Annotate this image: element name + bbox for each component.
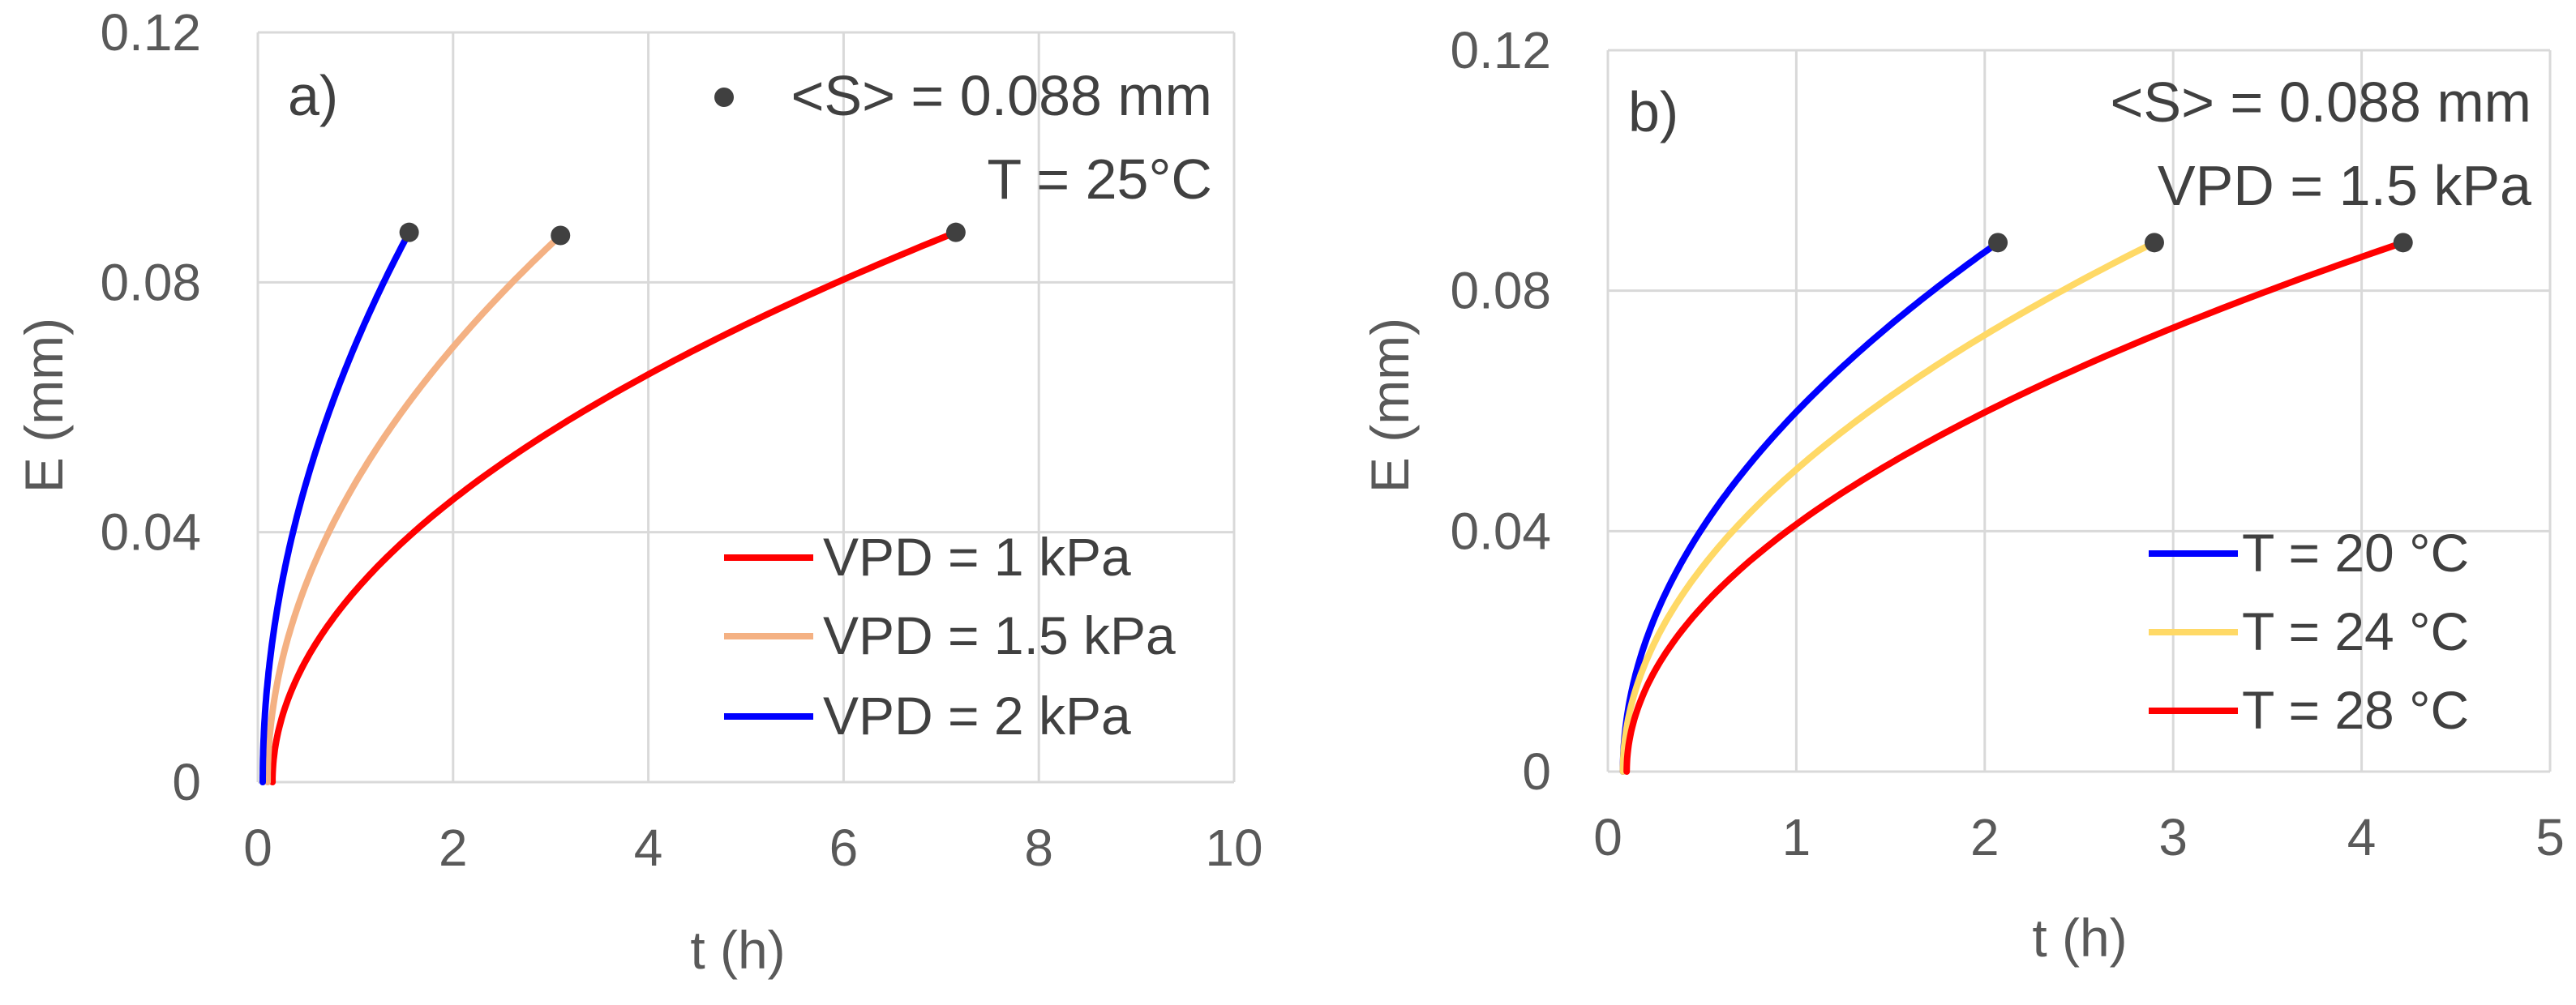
panel-b-endpoint-marker-3 bbox=[2393, 233, 2413, 253]
panel-a-x-tick: 6 bbox=[829, 819, 859, 877]
panel-a-ticks: 0 2 4 6 8 10 0 0.04 0.08 0.12 bbox=[100, 3, 1262, 877]
panel-b-y-tick: 0.08 bbox=[1450, 262, 1551, 320]
panel-b: 0 1 2 3 4 5 0 0.04 0.08 0.12 b) <S> = 0.088 mm VP… bbox=[1360, 21, 2565, 968]
panel-a-y-tick: 0 bbox=[172, 753, 201, 811]
panel-b-ticks: 0 1 2 3 4 5 0 0.04 0.08 0.12 bbox=[1450, 21, 2564, 866]
panel-b-series bbox=[1619, 233, 2413, 775]
panel-b-legend-label-3: T = 28 °C bbox=[2242, 680, 2469, 740]
panel-b-y-tick: 0.12 bbox=[1450, 21, 1551, 79]
panel-a-x-axis-label: t (h) bbox=[690, 920, 785, 980]
panel-a-annotation-s: <S> = 0.088 mm bbox=[791, 64, 1212, 127]
panel-a-x-tick: 8 bbox=[1024, 819, 1053, 877]
panel-b-x-tick: 5 bbox=[2535, 808, 2565, 866]
panel-b-legend: T = 20 °C T = 24 °C T = 28 °C bbox=[2149, 523, 2469, 740]
panel-b-x-tick: 1 bbox=[1782, 808, 1811, 866]
panel-b-y-axis-label: E (mm) bbox=[1360, 318, 1420, 493]
panel-a-endpoint-marker-2 bbox=[551, 225, 571, 246]
panel-a-series-line-3 bbox=[259, 229, 413, 785]
panel-a-legend-label-3: VPD = 2 kPa bbox=[823, 686, 1131, 746]
panel-a-x-tick: 0 bbox=[243, 819, 272, 877]
panel-a-series bbox=[259, 88, 966, 785]
panel-b-annotation-s: <S> = 0.088 mm bbox=[2111, 71, 2531, 134]
panel-a-y-axis-label: E (mm) bbox=[14, 318, 74, 493]
panel-b-series-line-2 bbox=[1619, 239, 2158, 775]
panel-b-x-tick: 2 bbox=[1970, 808, 2000, 866]
panel-a-legend-label-2: VPD = 1.5 kPa bbox=[823, 605, 1176, 665]
panel-b-label: b) bbox=[1628, 80, 1678, 143]
panel-a-series-line-2 bbox=[264, 232, 564, 785]
panel-b-legend-label-2: T = 24 °C bbox=[2242, 601, 2469, 661]
panel-b-y-tick: 0.04 bbox=[1450, 502, 1551, 560]
panel-b-series-line-3 bbox=[1623, 239, 2407, 775]
panel-a-annotation-t: T = 25°C bbox=[987, 148, 1212, 211]
panel-b-series-line-1 bbox=[1619, 239, 2002, 775]
panel-a-y-tick: 0.12 bbox=[100, 3, 201, 62]
panel-a-x-tick: 2 bbox=[439, 819, 468, 877]
panel-a-endpoint-marker-1 bbox=[945, 222, 966, 242]
panel-b-grid bbox=[1606, 49, 2552, 773]
panel-a-endpoint-marker-3 bbox=[399, 222, 419, 242]
panel-b-x-tick: 4 bbox=[2347, 808, 2377, 866]
panel-b-endpoint-marker-2 bbox=[2144, 233, 2164, 253]
panel-a-legend-label-1: VPD = 1 kPa bbox=[823, 527, 1131, 587]
panel-b-x-axis-label: t (h) bbox=[2032, 908, 2127, 968]
panel-a-label: a) bbox=[288, 64, 338, 127]
panel-b-legend-label-1: T = 20 °C bbox=[2242, 523, 2469, 583]
panel-a-annotation-marker bbox=[714, 88, 734, 107]
panel-a: 0 2 4 6 8 10 0 0.04 0.08 0.12 a) <S> = 0.088 mm T… bbox=[14, 3, 1263, 980]
panel-b-endpoint-marker-1 bbox=[1988, 233, 2008, 253]
panel-a-grid bbox=[256, 31, 1236, 784]
panel-a-y-tick: 0.08 bbox=[100, 253, 201, 311]
panel-a-legend: VPD = 1 kPa VPD = 1.5 kPa VPD = 2 kPa bbox=[724, 527, 1176, 746]
panel-b-y-tick: 0 bbox=[1522, 742, 1551, 801]
panel-b-annotation-vpd: VPD = 1.5 kPa bbox=[2158, 154, 2531, 217]
panel-a-series-line-1 bbox=[269, 229, 959, 785]
panel-b-x-tick: 0 bbox=[1593, 808, 1622, 866]
panel-a-y-tick: 0.04 bbox=[100, 503, 201, 562]
panel-a-x-tick: 10 bbox=[1205, 819, 1262, 877]
panel-b-x-tick: 3 bbox=[2158, 808, 2188, 866]
panel-a-x-tick: 4 bbox=[634, 819, 663, 877]
